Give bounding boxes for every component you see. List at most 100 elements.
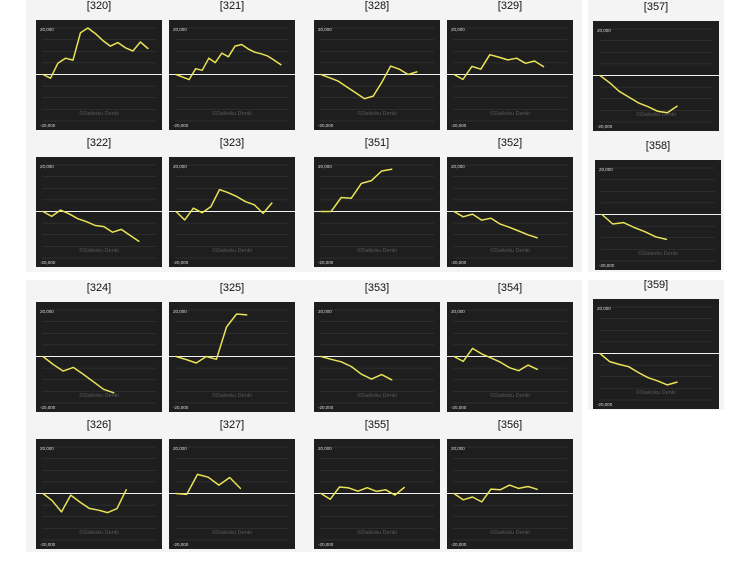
watermark: ©Daikoku Denki: [79, 392, 119, 399]
chart-panel-353: 20,000 -20,000 ©Daikoku Denki: [314, 302, 440, 412]
chart-label-326: [326]: [86, 419, 112, 431]
y-tick-bottom: -20,000: [318, 405, 334, 410]
chart-label-356: [356]: [497, 419, 523, 431]
chart-panel-326: 20,000 -20,000 ©Daikoku Denki: [36, 439, 162, 549]
y-tick-bottom: -20,000: [599, 263, 615, 268]
chart-label-357: [357]: [643, 1, 669, 13]
y-tick-top: 20,000: [318, 309, 332, 314]
y-tick-top: 20,000: [451, 27, 465, 32]
chart-panel-321: 20,000 -20,000 ©Daikoku Denki: [169, 20, 295, 130]
y-tick-top: 20,000: [318, 446, 332, 451]
series-line: [175, 188, 273, 221]
y-tick-top: 20,000: [318, 27, 332, 32]
chart-label-321: [321]: [219, 0, 245, 12]
watermark: ©Daikoku Denki: [79, 110, 119, 117]
y-tick-bottom: -20,000: [318, 542, 334, 547]
chart-panel-356: 20,000 -20,000 ©Daikoku Denki: [447, 439, 573, 549]
series-line: [175, 473, 242, 496]
y-tick-bottom: -20,000: [40, 542, 56, 547]
watermark: ©Daikoku Denki: [490, 110, 530, 117]
series-line: [320, 65, 418, 100]
series-line: [42, 27, 149, 79]
chart-panel-351: 20,000 -20,000 ©Daikoku Denki: [314, 157, 440, 267]
series-line: [599, 352, 678, 386]
chart-panel-359: 20,000 -20,000 ©Daikoku Denki: [593, 299, 719, 409]
chart-panel-320: 20,000 -20,000 ©Daikoku Denki: [36, 20, 162, 130]
series-line: [42, 355, 115, 394]
y-tick-bottom: -20,000: [40, 405, 56, 410]
chart-label-328: [328]: [364, 0, 390, 12]
chart-label-320: [320]: [86, 0, 112, 12]
series-line: [320, 168, 393, 213]
watermark: ©Daikoku Denki: [212, 529, 252, 536]
y-tick-bottom: -20,000: [451, 405, 467, 410]
y-tick-bottom: -20,000: [173, 123, 189, 128]
watermark: ©Daikoku Denki: [212, 110, 252, 117]
y-tick-top: 20,000: [173, 164, 187, 169]
chart-label-327: [327]: [219, 419, 245, 431]
chart-label-329: [329]: [497, 0, 523, 12]
chart-panel-355: 20,000 -20,000 ©Daikoku Denki: [314, 439, 440, 549]
y-tick-top: 20,000: [451, 164, 465, 169]
watermark: ©Daikoku Denki: [212, 392, 252, 399]
y-tick-top: 20,000: [40, 164, 54, 169]
y-tick-bottom: -20,000: [318, 260, 334, 265]
watermark: ©Daikoku Denki: [212, 247, 252, 254]
chart-panel-325: 20,000 -20,000 ©Daikoku Denki: [169, 302, 295, 412]
chart-panel-358: 20,000 -20,000 ©Daikoku Denki: [595, 160, 721, 270]
y-tick-bottom: -20,000: [173, 260, 189, 265]
series-line: [320, 486, 405, 501]
watermark: ©Daikoku Denki: [490, 529, 530, 536]
y-tick-top: 20,000: [451, 309, 465, 314]
watermark: ©Daikoku Denki: [636, 389, 676, 396]
chart-label-323: [323]: [219, 137, 245, 149]
series-line: [453, 210, 538, 239]
series-line: [601, 213, 668, 241]
series-line: [453, 53, 545, 81]
chart-label-324: [324]: [86, 282, 112, 294]
chart-label-325: [325]: [219, 282, 245, 294]
watermark: ©Daikoku Denki: [357, 392, 397, 399]
watermark: ©Daikoku Denki: [79, 247, 119, 254]
watermark: ©Daikoku Denki: [490, 392, 530, 399]
y-tick-top: 20,000: [173, 446, 187, 451]
chart-panel-324: 20,000 -20,000 ©Daikoku Denki: [36, 302, 162, 412]
y-tick-top: 20,000: [173, 27, 187, 32]
y-tick-bottom: -20,000: [40, 260, 56, 265]
y-tick-bottom: -20,000: [173, 405, 189, 410]
chart-panel-329: 20,000 -20,000 ©Daikoku Denki: [447, 20, 573, 130]
y-tick-top: 20,000: [40, 27, 54, 32]
y-tick-bottom: -20,000: [451, 542, 467, 547]
y-tick-top: 20,000: [318, 164, 332, 169]
series-line: [42, 489, 127, 514]
watermark: ©Daikoku Denki: [490, 247, 530, 254]
chart-panel-354: 20,000 -20,000 ©Daikoku Denki: [447, 302, 573, 412]
y-tick-bottom: -20,000: [451, 123, 467, 128]
chart-label-352: [352]: [497, 137, 523, 149]
series-line: [175, 43, 282, 81]
chart-panel-323: 20,000 -20,000 ©Daikoku Denki: [169, 157, 295, 267]
y-tick-bottom: -20,000: [318, 123, 334, 128]
watermark: ©Daikoku Denki: [636, 111, 676, 118]
watermark: ©Daikoku Denki: [357, 110, 397, 117]
y-tick-top: 20,000: [173, 309, 187, 314]
chart-label-358: [358]: [645, 140, 671, 152]
series-line: [599, 74, 678, 114]
chart-panel-322: 20,000 -20,000 ©Daikoku Denki: [36, 157, 162, 267]
y-tick-top: 20,000: [40, 309, 54, 314]
y-tick-top: 20,000: [597, 306, 611, 311]
chart-label-354: [354]: [497, 282, 523, 294]
series-line: [453, 347, 538, 372]
y-tick-bottom: -20,000: [451, 260, 467, 265]
chart-label-359: [359]: [643, 279, 669, 291]
y-tick-top: 20,000: [451, 446, 465, 451]
y-tick-top: 20,000: [597, 28, 611, 33]
chart-panel-357: 20,000 -20,000 ©Daikoku Denki: [593, 21, 719, 131]
chart-label-355: [355]: [364, 419, 390, 431]
chart-label-351: [351]: [364, 137, 390, 149]
watermark: ©Daikoku Denki: [638, 250, 678, 257]
series-line: [320, 355, 393, 381]
watermark: ©Daikoku Denki: [79, 529, 119, 536]
chart-panel-328: 20,000 -20,000 ©Daikoku Denki: [314, 20, 440, 130]
chart-panel-327: 20,000 -20,000 ©Daikoku Denki: [169, 439, 295, 549]
